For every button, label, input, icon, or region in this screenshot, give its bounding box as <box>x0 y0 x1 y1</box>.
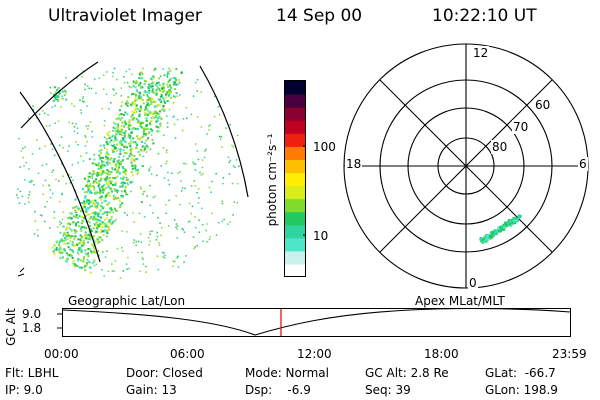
colorbar-unit-label: photon cm⁻²s⁻¹ <box>265 133 279 227</box>
altitude-plot <box>57 307 571 337</box>
geo-limb-line <box>199 65 249 198</box>
colorbar-band <box>285 263 305 278</box>
colorbar-band <box>285 94 305 108</box>
alt-xtick-0600: 06:00 <box>170 347 205 361</box>
door-status: Door: Closed <box>126 366 203 380</box>
colorbar-tick-10: 10 <box>313 229 329 243</box>
mode-status: Mode: Normal <box>245 366 329 380</box>
colorbar-frame <box>284 80 306 277</box>
altitude-curve <box>62 307 571 336</box>
geographic-image-panel <box>16 61 249 279</box>
alt-ylabel: GC Alt <box>4 308 18 346</box>
instrument-title: Ultraviolet Imager <box>48 6 202 26</box>
geo-panel-label: Geographic Lat/Lon <box>68 294 186 308</box>
colorbar-band <box>285 120 305 134</box>
mlat-label-70: 70 <box>512 120 530 134</box>
alt-ytick-low: 1.8 <box>22 321 42 335</box>
colorbar-band <box>285 185 305 200</box>
colorbar-band <box>285 211 305 226</box>
alt-xtick-2359: 23:59 <box>552 347 587 361</box>
observation-time: 10:22:10 UT <box>432 6 537 26</box>
dsp-status: Dsp: -6.9 <box>245 383 311 397</box>
colorbar-band <box>285 159 305 173</box>
filter-status: Flt: LBHL <box>5 366 59 380</box>
colorbar-tick-100: 100 <box>313 140 336 154</box>
polar-panel-label: Apex MLat/MLT <box>415 294 505 308</box>
glat-status: GLat: -66.7 <box>485 366 556 380</box>
geo-longitude-line <box>19 91 101 263</box>
colorbar-band <box>285 146 305 160</box>
mlat-label-60: 60 <box>534 98 552 112</box>
colorbar-band <box>285 133 305 147</box>
mlt-label-right: 6 <box>578 157 588 171</box>
colorbar <box>284 80 306 278</box>
altitude-plot-frame <box>62 308 571 337</box>
observation-date: 14 Sep 00 <box>276 6 363 26</box>
gain-status: Gain: 13 <box>126 383 177 397</box>
seq-status: Seq: 39 <box>365 383 411 397</box>
alt-xtick-1200: 12:00 <box>297 347 332 361</box>
mlt-label-left: 18 <box>345 157 363 171</box>
colorbar-band <box>285 172 305 187</box>
alt-ytick-high: 9.0 <box>22 307 42 321</box>
colorbar-band <box>285 250 305 265</box>
colorbar-band <box>285 224 305 239</box>
polar-mlat-mlt-panel <box>343 43 589 289</box>
geo-latitude-line <box>20 61 99 129</box>
gc-alt-status: GC Alt: 2.8 Re <box>365 366 449 380</box>
polar-auroral-emission <box>479 214 522 244</box>
mlt-label-bottom: 0 <box>468 276 478 290</box>
mlt-label-top: 12 <box>472 46 490 60</box>
auroral-emission-speckles <box>16 67 240 279</box>
colorbar-band <box>285 198 305 213</box>
ip-status: IP: 9.0 <box>5 383 43 397</box>
geo-edge-mark <box>17 267 25 277</box>
alt-xtick-0000: 00:00 <box>44 347 79 361</box>
colorbar-band <box>285 81 305 95</box>
colorbar-band <box>285 107 305 121</box>
colorbar-band <box>285 237 305 252</box>
glon-status: GLon: 198.9 <box>485 383 558 397</box>
mlat-label-80: 80 <box>491 140 509 154</box>
polar-diagonal-b <box>379 79 553 253</box>
alt-xtick-1800: 18:00 <box>424 347 459 361</box>
